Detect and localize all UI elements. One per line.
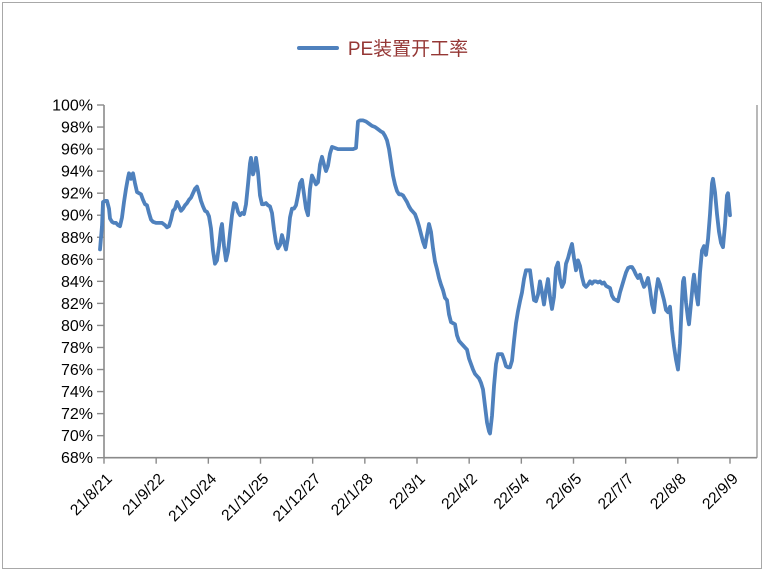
y-axis-tick-label: 86%: [61, 252, 93, 269]
series-line-pe-operating-rate: [98, 118, 732, 436]
x-axis-tick-label: 22/9/9: [699, 471, 742, 514]
x-axis-tick-label: 22/1/28: [328, 471, 377, 520]
y-axis-tick-label: 68%: [61, 450, 93, 467]
x-axis-tick-label: 22/8/8: [647, 471, 690, 514]
y-axis-tick-label: 74%: [61, 384, 93, 401]
y-axis-tick-label: 94%: [61, 164, 93, 181]
y-axis-tick-label: 88%: [61, 230, 93, 247]
y-axis-tick-label: 82%: [61, 296, 93, 313]
x-axis-tick-label: 22/5/4: [491, 470, 534, 513]
y-axis-tick-label: 76%: [61, 362, 93, 379]
y-axis-tick-label: 96%: [61, 142, 93, 159]
legend: PE装置开工率: [0, 34, 765, 61]
y-axis-tick-label: 72%: [61, 406, 93, 423]
y-axis-tick-label: 84%: [61, 274, 93, 291]
x-axis-tick-label: 21/12/27: [270, 471, 325, 526]
y-axis-tick-label: 98%: [61, 120, 93, 137]
y-axis-tick-label: 70%: [61, 428, 93, 445]
x-axis-tick-label: 22/4/2: [438, 471, 481, 514]
x-axis-tick-label: 21/8/21: [67, 471, 116, 520]
x-axis-tick-label: 22/6/5: [543, 471, 586, 514]
y-axis-tick-label: 92%: [61, 186, 93, 203]
y-axis-tick-label: 78%: [61, 340, 93, 357]
x-axis-tick-label: 21/10/24: [165, 470, 220, 525]
x-axis-tick-label: 22/7/7: [595, 471, 638, 514]
x-axis-tick-label: 22/3/1: [386, 471, 429, 514]
y-axis-tick-label: 80%: [61, 318, 93, 335]
y-axis-tick-label: 90%: [61, 208, 93, 225]
legend-line-swatch: [296, 45, 339, 50]
legend-label: PE装置开工率: [347, 39, 469, 60]
x-axis-tick-label: 21/11/25: [218, 471, 272, 525]
y-axis-tick-label: 100%: [52, 98, 93, 115]
x-axis-tick-label: 21/9/22: [119, 471, 168, 520]
